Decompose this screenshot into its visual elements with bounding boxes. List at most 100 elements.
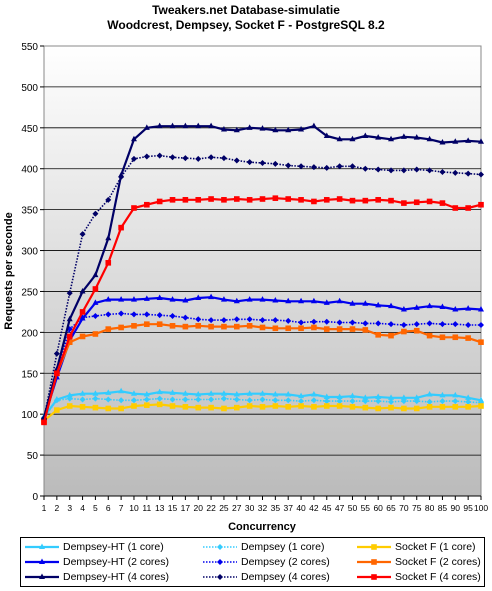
data-point [105, 311, 112, 318]
data-point [169, 389, 176, 395]
data-point [375, 405, 381, 412]
data-point [208, 196, 214, 202]
data-point [118, 324, 124, 331]
data-point [465, 335, 471, 341]
data-point [285, 317, 292, 324]
data-point [144, 321, 150, 327]
data-point [195, 197, 202, 203]
data-point [156, 122, 163, 129]
data-point [426, 198, 433, 205]
data-point [246, 296, 253, 302]
data-point [413, 166, 420, 173]
data-point [349, 398, 356, 405]
data-point [336, 163, 343, 170]
data-point [310, 391, 317, 397]
data-point [105, 326, 112, 332]
data-point [323, 197, 330, 203]
data-point [349, 392, 356, 399]
data-point [130, 311, 137, 318]
data-point [118, 397, 125, 404]
data-point [182, 396, 189, 403]
data-point [53, 350, 60, 357]
data-point [298, 325, 304, 332]
data-point [478, 171, 484, 178]
data-point [310, 164, 317, 171]
data-point [92, 395, 99, 402]
data-point [208, 390, 215, 396]
data-point [323, 299, 330, 305]
data-point [143, 295, 150, 301]
data-point [169, 323, 176, 329]
data-point [478, 403, 484, 409]
series-2 [41, 395, 484, 421]
y-tick-label: 0 [32, 492, 38, 503]
data-point [426, 404, 433, 410]
legend-label: Dempsey-HT (4 cores) [63, 571, 169, 583]
data-point [452, 305, 459, 312]
data-point [362, 132, 369, 138]
data-point [156, 198, 163, 205]
data-point [169, 122, 176, 129]
data-point [375, 197, 381, 203]
data-point [182, 404, 189, 410]
data-point [336, 297, 343, 304]
data-point [182, 296, 189, 303]
data-point [375, 320, 382, 327]
legend-label: Socket F (1 core) [395, 541, 476, 553]
data-point [182, 314, 189, 321]
data-point [66, 403, 73, 409]
data-point [465, 398, 472, 405]
data-point [156, 321, 163, 327]
data-point [54, 407, 60, 413]
x-tick-label: 30 [245, 503, 255, 513]
data-point [220, 125, 227, 132]
data-point [79, 404, 86, 410]
data-point [413, 405, 420, 412]
data-point [413, 327, 420, 334]
data-point [310, 122, 317, 129]
data-point [400, 167, 407, 174]
data-point [362, 398, 369, 405]
data-point [400, 305, 407, 312]
data-point [221, 197, 227, 203]
data-point [39, 543, 45, 549]
data-point [388, 394, 395, 400]
x-tick-label: 3 [67, 503, 72, 513]
data-point [259, 324, 266, 331]
data-point [426, 391, 433, 397]
data-point [285, 297, 292, 304]
data-point [285, 325, 292, 332]
data-point [465, 137, 472, 143]
data-point [246, 197, 253, 203]
data-point [375, 301, 382, 308]
data-point [362, 394, 369, 400]
data-point [79, 390, 86, 396]
data-point [439, 398, 446, 405]
data-point [375, 134, 382, 140]
series-6 [41, 321, 484, 425]
data-point [298, 392, 305, 399]
data-point [195, 294, 202, 300]
data-point [439, 303, 446, 309]
x-tick-label: 100 [474, 503, 488, 513]
data-point [323, 326, 330, 332]
data-point [272, 160, 279, 167]
data-point [285, 196, 292, 202]
data-point [426, 135, 433, 142]
data-point [401, 328, 407, 335]
x-tick-label: 75 [412, 503, 422, 513]
data-point [478, 305, 484, 312]
x-tick-label: 85 [438, 503, 448, 513]
y-tick-label: 450 [21, 124, 38, 135]
data-point [130, 155, 137, 162]
data-point [388, 404, 394, 411]
x-tick-label: 42 [309, 503, 319, 513]
data-point [323, 398, 330, 405]
data-point [272, 397, 279, 404]
data-point [310, 318, 317, 325]
data-point [413, 398, 420, 405]
data-point [298, 197, 304, 203]
data-point [144, 201, 150, 208]
data-point [285, 397, 292, 404]
